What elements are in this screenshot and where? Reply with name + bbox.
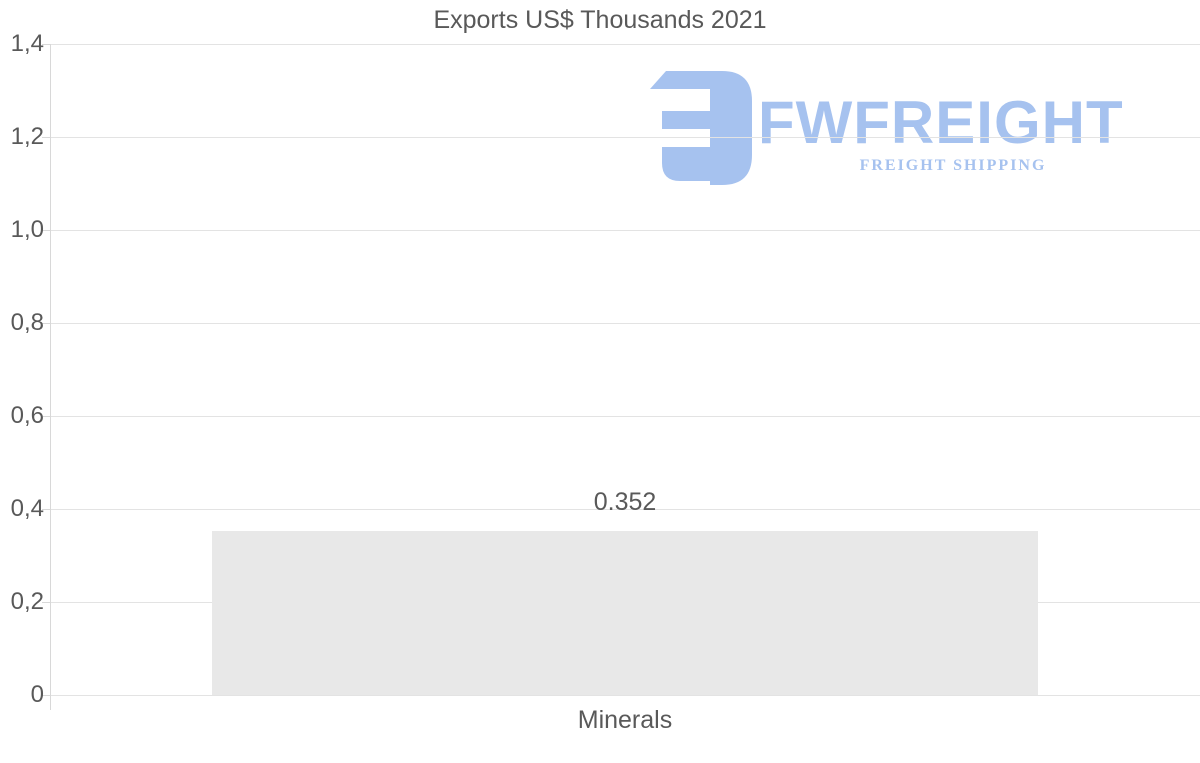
y-axis-tick (42, 230, 50, 231)
y-axis-tick (42, 44, 50, 45)
gridline (50, 323, 1200, 324)
plot-area: 0.352 (50, 44, 1200, 696)
y-axis-tick (42, 509, 50, 510)
y-axis-tick (42, 137, 50, 138)
chart-title: Exports US$ Thousands 2021 (433, 6, 767, 34)
gridline (50, 230, 1200, 231)
gridline (50, 137, 1200, 138)
fwfreight-watermark: FWFREIGHT FREIGHT SHIPPING (648, 68, 1158, 188)
y-axis-tick (42, 416, 50, 417)
gridline (50, 44, 1200, 45)
watermark-brand-text: FWFREIGHT (758, 89, 1124, 156)
bar-value-label: 0.352 (593, 488, 657, 516)
y-tick-label: 0,2 (10, 588, 44, 615)
y-tick-label: 1,0 (10, 216, 44, 243)
y-tick-label: 1,4 (10, 30, 44, 57)
x-category-label: Minerals (577, 706, 673, 734)
y-tick-label: 1,2 (10, 123, 44, 150)
bar-minerals[interactable] (212, 531, 1038, 695)
gridline (50, 416, 1200, 417)
y-tick-label: 0 (30, 681, 44, 708)
gridline (50, 509, 1200, 510)
watermark-tagline-text: FREIGHT SHIPPING (859, 157, 1047, 174)
y-tick-label: 0,8 (10, 309, 44, 336)
y-tick-label: 0,4 (10, 495, 44, 522)
gridline (50, 695, 1200, 696)
fwfreight-logo-icon (650, 71, 752, 185)
y-tick-label: 0,6 (10, 402, 44, 429)
y-axis-tick (42, 695, 50, 696)
y-axis-tick (42, 323, 50, 324)
y-axis-tick (42, 602, 50, 603)
y-axis-line (50, 44, 51, 710)
